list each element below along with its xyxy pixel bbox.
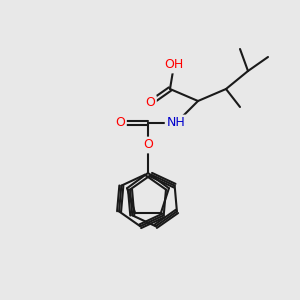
Text: O: O — [145, 97, 155, 110]
Text: O: O — [115, 116, 125, 130]
Text: O: O — [143, 139, 153, 152]
Text: NH: NH — [167, 116, 185, 130]
Text: OH: OH — [164, 58, 184, 71]
